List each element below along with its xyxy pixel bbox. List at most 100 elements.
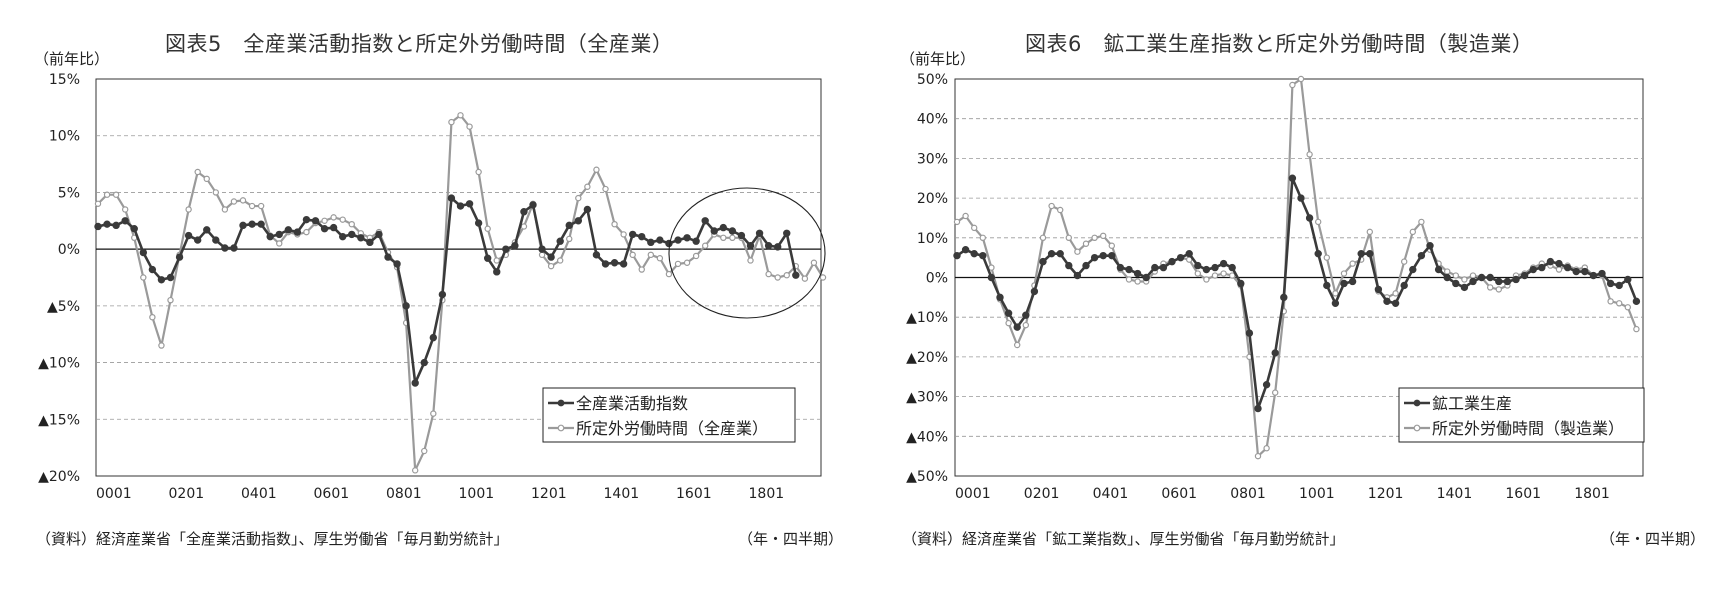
legend-label: 全産業活動指数 [576,394,688,413]
data-point [628,230,637,239]
data-point [638,266,645,273]
data-point [393,260,401,268]
data-point [746,242,755,250]
data-point [185,206,192,213]
data-point [1073,271,1082,280]
data-point [710,227,718,235]
chart-panel-right: 図表6 鉱工業生産指数と所定外労働時間（製造業） （前年比） 50% 40% 30%… [880,0,1726,591]
data-point [166,273,175,282]
x-tick-label: 1201 [1368,486,1404,502]
data-point [970,249,978,258]
data-point [103,220,111,228]
data-point [692,252,700,260]
legend-marker [1413,424,1421,432]
data-point [737,231,746,240]
data-point [112,221,120,230]
data-point [962,212,969,220]
x-tick-label: 1201 [531,486,567,502]
data-point [157,276,166,284]
data-point [212,189,220,196]
data-point [158,342,165,349]
data-point [1280,293,1288,302]
data-point [1022,311,1030,319]
data-point [1263,445,1270,452]
x-tick-label: 0201 [169,486,205,502]
data-point [1331,299,1340,308]
data-point [538,245,546,253]
data-point [1495,286,1503,293]
data-point [1469,272,1477,279]
data-point [474,219,483,227]
data-point [520,223,528,230]
data-point [1426,242,1434,250]
data-point [502,245,510,253]
data-point [266,232,274,241]
data-point [1477,273,1486,282]
data-point [493,257,500,264]
legend-marker [1413,399,1421,407]
data-point [592,251,601,259]
data-point [1090,253,1099,262]
data-point [276,240,283,247]
data-point [1461,276,1468,283]
data-point [1349,260,1356,267]
y-tick-label: 10% [49,129,80,145]
data-point [1366,249,1374,258]
data-point [321,217,328,224]
legend-box [542,387,796,443]
data-point [1383,297,1391,306]
data-point [1555,259,1563,268]
data-point [212,236,220,244]
data-point [1262,380,1271,389]
y-tick-label: ▲5% [47,299,80,315]
data-point [1056,206,1064,214]
data-point [402,302,410,310]
legend-label: 所定外労働時間（全産業） [576,419,768,438]
data-point [175,253,184,261]
y-tick-label: 50% [917,72,948,88]
data-point [1332,290,1339,297]
y-unit-label: （前年比） [900,50,976,68]
y-tick-label: ▲20% [906,350,948,366]
data-point [1469,277,1477,286]
data-point [629,251,636,259]
data-point [1082,261,1090,270]
data-point [1219,259,1228,268]
data-point [329,223,338,232]
y-tick-label: 0% [926,271,948,287]
data-point [1030,287,1039,296]
data-point [1503,277,1512,286]
data-point [1323,281,1331,290]
data-point [457,112,464,119]
data-point [438,290,447,299]
data-point [1581,267,1589,276]
data-point [1211,272,1219,279]
data-point [1460,283,1469,292]
data-point [1005,319,1012,327]
y-unit-label: （前年比） [34,50,110,68]
line-chart-svg: 15% 10% 5% 0% ▲5% ▲10% ▲15% ▲20% 0001 0201 0401 060… [38,72,827,502]
data-point [148,265,157,274]
data-point [1348,277,1357,286]
data-point [348,230,356,239]
data-point [783,229,791,237]
x-tick-label: 0801 [1230,486,1266,502]
data-point [1374,285,1383,294]
data-point [538,251,546,259]
data-point [638,232,646,241]
data-point [411,467,419,474]
y-tick-label: 0% [58,242,80,258]
data-point [647,238,655,247]
data-point [1039,257,1047,266]
data-point [257,202,265,210]
data-point [1616,300,1623,307]
data-point [1512,275,1520,284]
data-point [384,253,392,261]
data-point [1598,269,1606,278]
data-point [556,257,564,264]
y-tick-label: ▲10% [38,356,80,372]
data-point [979,234,987,241]
data-point [1254,452,1262,460]
data-point [1288,174,1297,182]
data-point [729,234,736,241]
